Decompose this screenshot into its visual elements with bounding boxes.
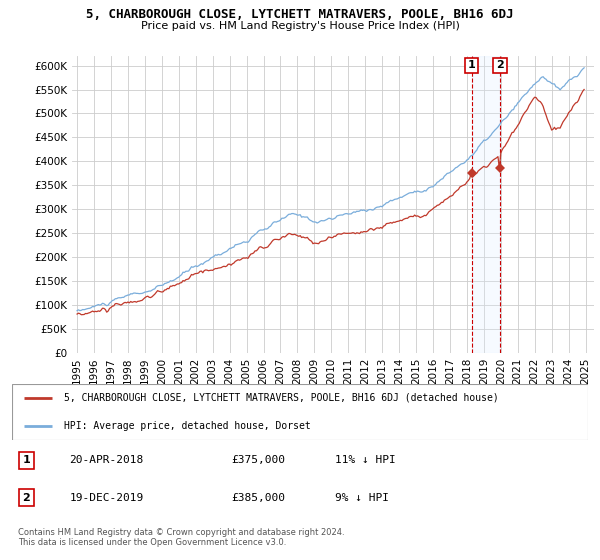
Bar xyxy=(472,56,500,353)
Text: 5, CHARBOROUGH CLOSE, LYTCHETT MATRAVERS, POOLE, BH16 6DJ (detached house): 5, CHARBOROUGH CLOSE, LYTCHETT MATRAVERS… xyxy=(64,393,499,403)
Text: 2: 2 xyxy=(23,493,30,503)
Text: HPI: Average price, detached house, Dorset: HPI: Average price, detached house, Dors… xyxy=(64,421,311,431)
Text: 11% ↓ HPI: 11% ↓ HPI xyxy=(335,455,395,465)
Text: 1: 1 xyxy=(468,60,476,71)
Text: 20-APR-2018: 20-APR-2018 xyxy=(70,455,144,465)
Text: £385,000: £385,000 xyxy=(231,493,285,503)
Text: 2: 2 xyxy=(496,60,504,71)
Text: £375,000: £375,000 xyxy=(231,455,285,465)
Text: Contains HM Land Registry data © Crown copyright and database right 2024.
This d: Contains HM Land Registry data © Crown c… xyxy=(18,528,344,547)
Text: 1: 1 xyxy=(23,455,30,465)
Text: 9% ↓ HPI: 9% ↓ HPI xyxy=(335,493,389,503)
Text: Price paid vs. HM Land Registry's House Price Index (HPI): Price paid vs. HM Land Registry's House … xyxy=(140,21,460,31)
Text: 19-DEC-2019: 19-DEC-2019 xyxy=(70,493,144,503)
Text: 5, CHARBOROUGH CLOSE, LYTCHETT MATRAVERS, POOLE, BH16 6DJ: 5, CHARBOROUGH CLOSE, LYTCHETT MATRAVERS… xyxy=(86,8,514,21)
